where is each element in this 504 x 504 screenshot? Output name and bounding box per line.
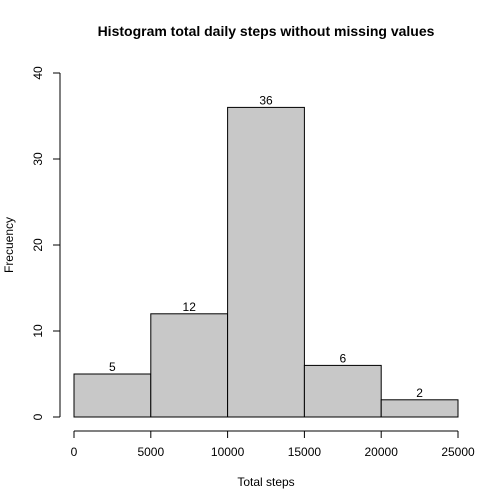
bar-value-label: 6 [339, 351, 346, 365]
histogram-bar [227, 106, 305, 418]
histogram-bar [303, 364, 382, 418]
histogram-bar [150, 313, 229, 418]
x-axis-label: Total steps [237, 475, 294, 489]
bar-value-label: 2 [416, 386, 423, 400]
x-tick-label: 20000 [365, 445, 399, 459]
y-axis: 0 10 20 30 40 [31, 66, 61, 420]
x-tick-label: 0 [71, 445, 78, 459]
bars-group [73, 106, 459, 418]
bar-value-label: 12 [183, 300, 197, 314]
x-tick-label: 10000 [211, 445, 245, 459]
histogram-bar [380, 399, 459, 418]
x-tick-label: 25000 [441, 445, 475, 459]
bar-value-label: 5 [109, 360, 116, 374]
y-tick-label: 0 [31, 413, 45, 420]
y-tick-label: 10 [31, 324, 45, 338]
y-tick-label: 30 [31, 152, 45, 166]
histogram-bar [73, 373, 152, 418]
bar-value-label: 36 [259, 93, 273, 107]
y-axis-label: Frecuency [2, 217, 16, 273]
y-tick-label: 20 [31, 238, 45, 252]
x-axis: 0 5000 10000 15000 20000 25000 [71, 430, 475, 459]
x-tick-label: 15000 [288, 445, 322, 459]
chart-title: Histogram total daily steps without miss… [98, 23, 435, 39]
y-tick-label: 40 [31, 66, 45, 80]
data-labels-group: 5 12 36 6 2 [109, 93, 423, 399]
x-tick-label: 5000 [137, 445, 164, 459]
